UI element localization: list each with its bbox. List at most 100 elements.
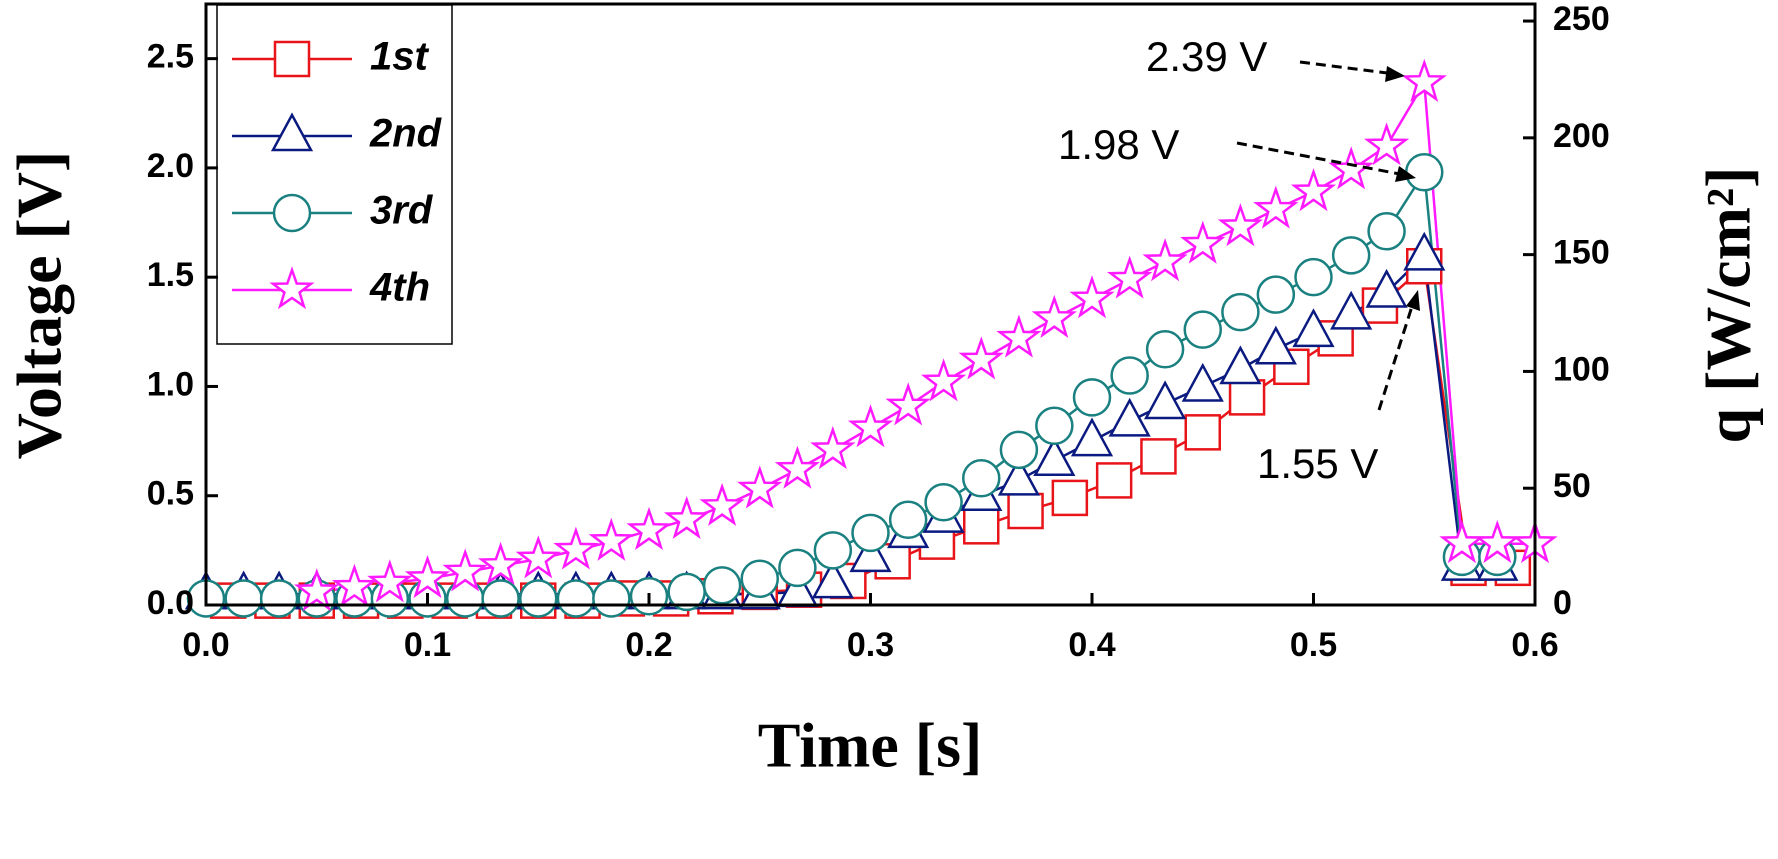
y2-tick-label: 0	[1553, 584, 1572, 622]
y2-tick-label: 100	[1553, 350, 1610, 388]
y-tick-label: 2.5	[147, 38, 194, 76]
marker	[259, 579, 299, 618]
marker	[963, 508, 1000, 545]
marker	[962, 458, 1001, 498]
y2-tick-label: 250	[1553, 0, 1610, 38]
marker	[1328, 146, 1374, 190]
legend-marker	[272, 193, 312, 233]
marker	[813, 531, 853, 570]
marker	[1219, 345, 1262, 385]
marker	[888, 500, 928, 540]
x-tick-label: 0.2	[625, 626, 672, 664]
y2-tick-label: 150	[1553, 234, 1610, 272]
annotation-arrow	[1377, 299, 1416, 411]
marker	[699, 482, 745, 526]
arrow-heads	[1385, 66, 1420, 311]
x-axis-title: Time [s]	[758, 710, 983, 781]
y-tick-label: 1.5	[147, 256, 194, 294]
y2-axis-title: q [W/cm²]	[1693, 167, 1764, 444]
marker	[1254, 325, 1297, 365]
marker	[924, 483, 963, 522]
legend-label: 1st	[370, 35, 429, 79]
marker	[294, 568, 340, 612]
marker	[481, 579, 520, 618]
arrow-head	[1395, 166, 1416, 182]
marker	[224, 579, 263, 618]
marker	[1403, 231, 1446, 271]
y-tick-label: 0.5	[147, 475, 194, 513]
marker	[1363, 122, 1410, 166]
marker	[1330, 290, 1373, 330]
marker	[1035, 406, 1074, 446]
arrow-head	[1385, 66, 1405, 82]
marker	[1095, 462, 1133, 499]
marker	[1253, 185, 1299, 229]
annotation: 1.55 V	[1257, 440, 1378, 487]
marker	[849, 533, 892, 573]
marker	[592, 579, 631, 618]
x-tick-label: 0.3	[847, 626, 894, 664]
annotation-arrow	[1299, 60, 1396, 76]
marker	[737, 465, 783, 509]
marker	[1474, 519, 1521, 564]
marker	[1069, 275, 1115, 319]
marker	[702, 566, 742, 605]
marker	[1217, 203, 1263, 247]
marker	[885, 382, 931, 426]
marker	[553, 526, 599, 570]
annotations	[1236, 60, 1416, 411]
marker	[1033, 437, 1076, 477]
marker	[1256, 275, 1296, 314]
annotation-arrow	[1236, 141, 1406, 177]
plot	[184, 58, 1558, 619]
marker	[1405, 153, 1444, 192]
marker	[740, 559, 779, 599]
legend-marker	[270, 112, 314, 152]
x-tick-label: 0.4	[1068, 626, 1115, 664]
marker	[999, 430, 1039, 470]
marker	[442, 548, 488, 592]
marker	[556, 579, 596, 618]
marker	[331, 563, 377, 607]
x-tick-label: 0.5	[1290, 626, 1337, 664]
marker	[626, 506, 672, 550]
marker	[588, 517, 635, 561]
legend-items: 1st 2nd 3rd 4th	[232, 35, 443, 310]
marker	[1051, 479, 1089, 517]
marker	[1145, 330, 1185, 369]
marker	[851, 513, 890, 553]
marker	[778, 548, 817, 588]
marker	[847, 404, 894, 448]
marker	[997, 456, 1041, 496]
legend-marker	[269, 266, 315, 310]
annotation: 1.98 V	[1058, 121, 1179, 168]
marker	[774, 445, 820, 489]
marker	[663, 495, 710, 539]
y2-tick-label: 200	[1553, 117, 1610, 155]
legend	[216, 4, 453, 345]
y-tick-label: 0.0	[147, 584, 194, 622]
y-tick-label: 1.0	[147, 365, 194, 403]
marker	[1070, 417, 1114, 457]
legend-marker	[273, 40, 311, 78]
marker	[811, 559, 854, 599]
marker	[1140, 438, 1177, 475]
marker	[958, 336, 1004, 380]
y-tick-label: 2.0	[147, 147, 194, 185]
marker	[1183, 310, 1222, 349]
marker	[1180, 220, 1226, 264]
marker	[1142, 238, 1188, 282]
marker	[921, 358, 967, 402]
annotation: 2.39 V	[1146, 33, 1267, 80]
series-line	[316, 78, 1535, 594]
marker	[1108, 397, 1151, 437]
y2-tick-label: 50	[1553, 467, 1591, 505]
marker	[445, 579, 485, 618]
marker	[1294, 257, 1333, 297]
legend-label: 3rd	[370, 189, 434, 233]
marker	[367, 559, 413, 603]
marker	[1007, 492, 1044, 530]
y-axis-title: Voltage [V]	[4, 151, 75, 460]
marker	[1331, 236, 1371, 275]
